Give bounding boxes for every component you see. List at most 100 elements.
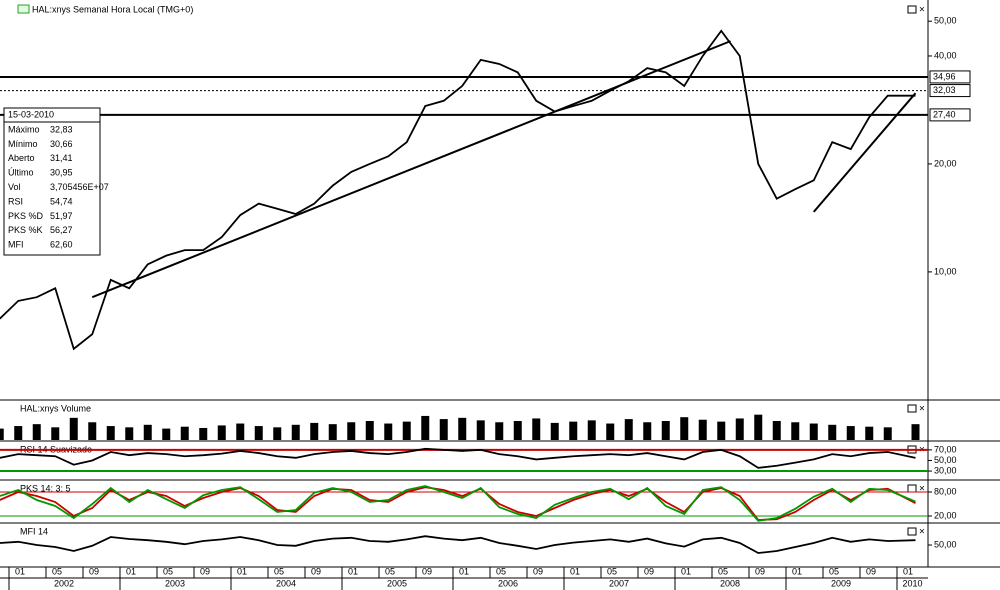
x-tick-label: 05 [718,566,728,576]
volume-bar [717,421,726,440]
series-line [0,485,916,522]
volume-bar [199,427,208,440]
volume-bar [532,418,541,440]
volume-bar [162,428,171,440]
volume-bar [32,424,41,440]
x-tick-label: 09 [644,566,654,576]
volume-bar [698,419,707,440]
x-tick-label: 01 [15,566,25,576]
volume-bar [495,422,504,440]
volume-bar [624,419,633,440]
y-tick-label: 80,00 [934,486,957,496]
year-label: 2009 [831,578,851,588]
volume-bar [180,426,189,440]
info-date: 15-03-2010 [8,109,54,119]
x-tick-label: 05 [496,566,506,576]
volume-bar [328,424,337,440]
volume-bar [347,422,356,440]
volume-bar [754,414,763,440]
volume-bar [0,428,4,440]
volume-bar [439,419,448,440]
price-label-box [929,108,971,122]
info-value: 62,60 [50,240,73,250]
volume-bar [143,424,152,440]
volume-bar [14,426,23,440]
volume-bar [51,427,60,440]
volume-bar [106,426,115,440]
x-tick-label: 05 [274,566,284,576]
close-icon[interactable]: × [919,484,925,495]
x-tick-label: 01 [348,566,358,576]
y-tick-label: 40,00 [934,50,957,60]
volume-bar [846,426,855,440]
x-tick-label: 05 [163,566,173,576]
volume-bar [476,420,485,440]
volume-bar [661,421,670,440]
info-value: 56,27 [50,225,73,235]
x-tick-label: 01 [570,566,580,576]
info-value: 51,97 [50,211,73,221]
price-label: 34,96 [933,71,956,81]
maximize-icon[interactable] [907,527,917,536]
volume-bar [421,415,430,440]
volume-bar [606,423,615,440]
info-label: Mínimo [8,139,38,149]
year-label: 2006 [498,578,518,588]
x-tick-label: 09 [866,566,876,576]
x-tick-label: 09 [89,566,99,576]
volume-bar [365,421,374,440]
volume-bar [310,422,319,440]
info-label: Último [8,168,34,178]
info-label: PKS %D [8,211,44,221]
info-label: Máximo [8,124,40,134]
volume-bar [513,421,522,440]
x-tick-label: 09 [533,566,543,576]
maximize-icon[interactable] [907,5,917,14]
year-label: 2007 [609,578,629,588]
year-label: 2005 [387,578,407,588]
y-tick-label: 50,00 [934,539,957,549]
volume-bar [88,422,97,440]
volume-bar [236,423,245,440]
x-tick-label: 05 [52,566,62,576]
volume-bar [828,424,837,440]
y-tick-label: 20,00 [934,158,957,168]
y-tick-label: 50,00 [934,16,957,26]
volume-bar [273,427,282,440]
volume-bar [402,421,411,440]
volume-bar [809,423,818,440]
volume-bar [643,422,652,440]
volume-bar [291,424,300,440]
x-tick-label: 05 [385,566,395,576]
y-tick-label: 30,00 [934,465,957,475]
price-label-box [929,70,971,84]
info-value: 32,83 [50,124,73,134]
volume-bar [217,425,226,440]
x-tick-label: 01 [459,566,469,576]
x-tick-label: 05 [607,566,617,576]
x-tick-label: 09 [755,566,765,576]
x-tick-label: 01 [126,566,136,576]
volume-bar [550,422,559,440]
volume-bar [772,421,781,440]
volume-bar [384,423,393,440]
volume-bar [458,417,467,440]
series-line [0,535,916,554]
panel-title: HAL:xnys Volume [20,403,91,413]
volume-bar [680,417,689,440]
volume-bar [69,417,78,440]
x-tick-label: 01 [903,566,913,576]
maximize-icon[interactable] [907,404,917,413]
volume-bar [587,420,596,440]
close-icon[interactable]: × [919,5,925,16]
volume-bar [569,421,578,440]
panel-title: HAL:xnys Semanal Hora Local (TMG+0) [32,4,193,14]
symbol-icon[interactable] [17,4,30,14]
info-label: Aberto [8,153,35,163]
year-label: 2010 [902,578,922,588]
close-icon[interactable]: × [919,404,925,415]
close-icon[interactable]: × [919,527,925,538]
x-tick-label: 01 [681,566,691,576]
x-tick-label: 01 [237,566,247,576]
